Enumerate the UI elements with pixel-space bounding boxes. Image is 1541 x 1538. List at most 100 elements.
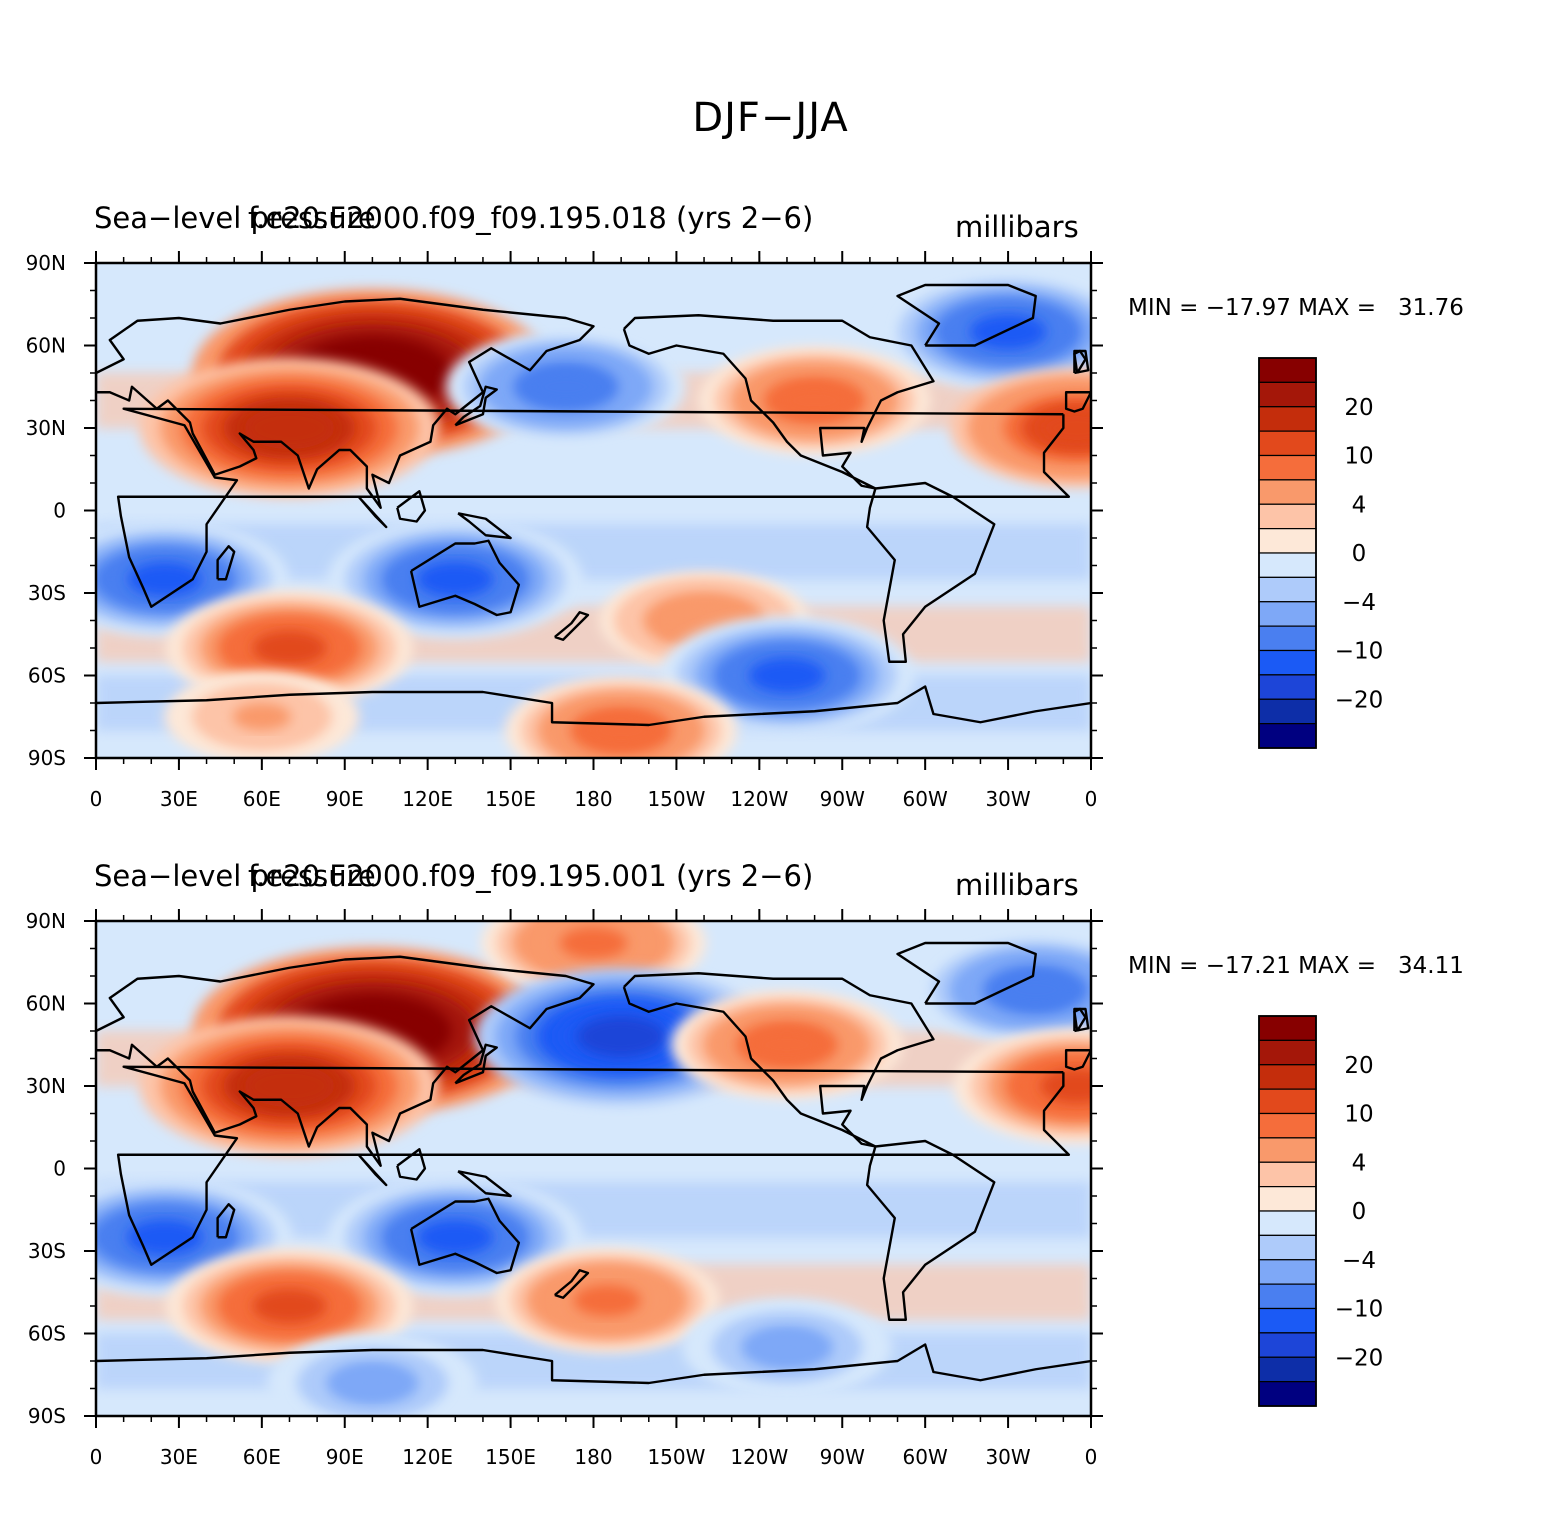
- lat-tick-label: 90S: [28, 1404, 66, 1428]
- lon-tick-label: 90E: [326, 787, 364, 811]
- field-contour: [752, 1028, 822, 1062]
- lon-tick-label: 150W: [647, 787, 705, 811]
- field-contour: [232, 703, 292, 731]
- coastline: [896, 941, 1037, 1005]
- colorbar-box: [1258, 381, 1317, 408]
- coastline: [396, 490, 427, 523]
- field-feature: [481, 921, 706, 996]
- coastline: [622, 314, 935, 490]
- colorbar-box: [1258, 1283, 1317, 1310]
- coastline: [409, 539, 521, 617]
- field-contour: [529, 369, 602, 404]
- field-feature: [949, 368, 1091, 488]
- field-contour: [748, 657, 826, 694]
- colorbar-box: [1258, 723, 1317, 749]
- coastline: [865, 1139, 996, 1321]
- lon-tick-label: 150E: [485, 1445, 536, 1469]
- colorbar-box: [1258, 1307, 1317, 1334]
- lon-tick-label: 30E: [160, 787, 198, 811]
- colorbar-box: [1258, 1332, 1317, 1358]
- field-feature: [504, 676, 738, 758]
- coastline: [96, 297, 595, 509]
- colorbar-box: [1258, 1259, 1317, 1285]
- colorbar-box: [1258, 528, 1317, 554]
- field-contour: [755, 1332, 819, 1362]
- field-contour: [244, 407, 335, 449]
- colorbar-box: [1258, 1210, 1317, 1236]
- field-feature: [494, 1248, 720, 1353]
- lon-tick-label: 30E: [160, 1445, 198, 1469]
- colorbar-label: −10: [1335, 1297, 1384, 1323]
- colorbar-box: [1258, 1064, 1317, 1090]
- lon-tick-label: 60W: [903, 1445, 948, 1469]
- field-feature: [327, 1177, 583, 1297]
- field-contour: [417, 561, 494, 598]
- coastlines: [96, 283, 1091, 727]
- colorbar-box: [1258, 1356, 1317, 1383]
- field-contour: [969, 313, 1047, 350]
- colorbar-frame: [1258, 357, 1317, 749]
- lon-tick-label: 90E: [326, 1445, 364, 1469]
- lat-tick-label: 60S: [28, 664, 66, 688]
- coastline: [457, 1170, 512, 1198]
- colorbar-box: [1258, 601, 1317, 627]
- field-contour: [252, 1288, 327, 1324]
- colorbar-box: [1258, 1137, 1317, 1163]
- coastline: [216, 545, 236, 581]
- field-feature: [953, 1028, 1091, 1144]
- field-contour: [1038, 410, 1091, 446]
- field-feature: [164, 671, 360, 758]
- field-contour: [586, 714, 657, 747]
- colorbar: 20 10 4 0 −4 −10 −20: [1258, 1015, 1384, 1407]
- lon-tick-label: 120W: [730, 787, 788, 811]
- lon-tick-label: 60E: [243, 787, 281, 811]
- lat-tick-label: 60S: [28, 1322, 66, 1346]
- lon-tick-label: 0: [90, 787, 103, 811]
- field-feature: [139, 1016, 440, 1156]
- colorbar-box: [1258, 1088, 1317, 1115]
- lat-tick-label: 90N: [26, 251, 66, 275]
- lat-tick-label: 90S: [28, 746, 66, 770]
- lat-tick-label: 30N: [26, 1074, 66, 1098]
- colorbar-box: [1258, 357, 1317, 383]
- field-contour: [252, 630, 327, 666]
- colorbar-box: [1258, 674, 1317, 700]
- field-feature: [880, 272, 1091, 392]
- panel-bottom: Sea−level pressure f.e20.F2000.f09_f09.1…: [0, 853, 1541, 1513]
- lat-tick-label: 0: [53, 1157, 66, 1181]
- panel-units: millibars: [955, 868, 1079, 902]
- coastline: [409, 1197, 521, 1275]
- lon-tick-label: 0: [90, 1445, 103, 1469]
- lon-tick-label: 180: [574, 787, 612, 811]
- coastline: [116, 407, 1071, 608]
- field-layer: [96, 921, 1091, 1416]
- lon-tick-label: 60E: [243, 1445, 281, 1469]
- lat-tick-label: 30S: [28, 581, 66, 605]
- colorbar: 20 10 4 0 −4 −10 −20: [1258, 357, 1384, 749]
- colorbar-label: 4: [1352, 1150, 1367, 1176]
- lon-tick-label: 0: [1085, 787, 1098, 811]
- field-layer: [96, 263, 1091, 758]
- colorbar-box: [1258, 479, 1317, 505]
- colorbar-label: −10: [1335, 639, 1384, 665]
- colorbar-label: 10: [1344, 1102, 1373, 1128]
- field-feature: [165, 590, 414, 706]
- field-feature: [267, 1334, 478, 1416]
- colorbar-box: [1258, 625, 1317, 652]
- field-feature: [165, 1248, 414, 1364]
- lat-tick-label: 60N: [26, 334, 66, 358]
- figure-title: DJF−JJA: [692, 95, 849, 141]
- colorbar-box: [1258, 698, 1317, 725]
- lon-tick-label: 90W: [820, 1445, 865, 1469]
- colorbar-label: 0: [1352, 1199, 1367, 1225]
- colorbar-box: [1258, 552, 1317, 578]
- field-contour: [340, 1368, 404, 1398]
- field-contour: [1040, 1068, 1091, 1104]
- field-feature: [681, 1298, 892, 1397]
- chart-svg: 90N 60N 30N 0 30S 60S 90S 0 30E 60E 90E 120E 150E 180…: [26, 251, 1384, 811]
- lat-tick-label: 30S: [28, 1239, 66, 1263]
- colorbar-box: [1258, 454, 1317, 481]
- lon-tick-label: 30W: [985, 1445, 1030, 1469]
- field-contour: [244, 1065, 335, 1107]
- coastline: [554, 611, 590, 641]
